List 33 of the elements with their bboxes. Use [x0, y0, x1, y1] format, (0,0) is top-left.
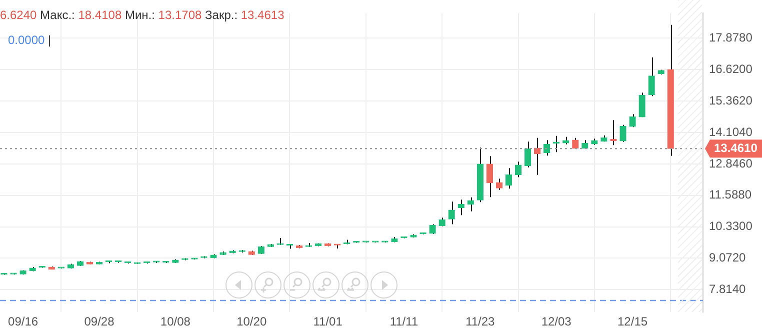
y-tick-label: 12.8460 — [709, 156, 753, 170]
annotation: 6.6240 Макс.: 18.4108 Мин.: 13.1708 Закр.: 13.4613 — [0, 8, 284, 22]
candlestick — [610, 120, 617, 146]
x-tick-label: 12/15 — [618, 314, 648, 329]
x-tick-label: 11/23 — [466, 314, 496, 329]
candlestick — [448, 201, 455, 225]
y-tick-label: 9.0720 — [709, 250, 746, 265]
candlestick — [514, 161, 522, 178]
candlestick — [486, 156, 494, 198]
y-tick-label: 16.6200 — [709, 62, 753, 76]
y-tick-label: 10.3300 — [709, 219, 753, 234]
y-tick-label: 17.8780 — [709, 30, 753, 45]
candlestick — [620, 124, 626, 142]
x-tick-label: 11/01 — [313, 314, 343, 329]
y-tick-label: 11.5880 — [709, 188, 752, 202]
candlestick — [638, 92, 646, 118]
y-tick-label: 15.3620 — [709, 93, 753, 108]
y-tick-label: 14.1040 — [709, 124, 753, 139]
ref-line-label: 13.4610 — [714, 140, 758, 155]
candlestick — [524, 141, 532, 168]
candlestick — [648, 56, 655, 97]
x-tick-label: 11/11 — [390, 314, 418, 329]
candlestick — [458, 199, 464, 216]
candlestick — [467, 196, 474, 212]
y-tick-label: 7.8140 — [709, 282, 746, 296]
candlestick — [496, 178, 503, 190]
x-tick-label: 09/16 — [8, 314, 38, 329]
candlestick — [505, 168, 512, 190]
x-tick-label: 10/20 — [236, 314, 267, 329]
annotation: 0.0000 | — [8, 33, 52, 47]
x-tick-label: 09/28 — [84, 314, 115, 329]
x-tick-label: 12/03 — [541, 314, 572, 329]
x-tick-label: 10/08 — [160, 314, 191, 329]
